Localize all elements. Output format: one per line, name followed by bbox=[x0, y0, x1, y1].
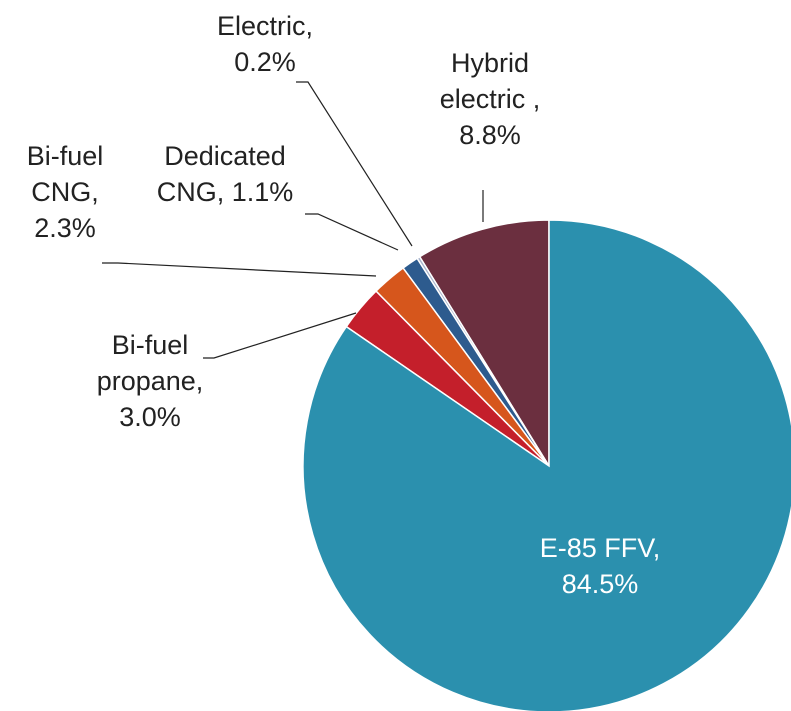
label: E-85 FFV, 84.5% bbox=[520, 530, 680, 602]
leader-line bbox=[203, 312, 357, 359]
leader-line bbox=[102, 262, 377, 277]
label: Bi-fuel propane, 3.0% bbox=[70, 327, 230, 435]
value-label: 84.5% bbox=[561, 569, 639, 599]
value-label: 2.3% bbox=[34, 213, 96, 243]
value-label: 3.0% bbox=[119, 402, 181, 432]
label: Dedicated CNG, 1.1% bbox=[140, 138, 310, 210]
label: Electric, 0.2% bbox=[190, 8, 340, 80]
pie-slice bbox=[418, 219, 550, 469]
value-label: 8.8% bbox=[459, 120, 521, 150]
leader-line bbox=[296, 81, 413, 247]
category-label: Bi-fuel propane, bbox=[96, 330, 204, 396]
category-label: Electric, bbox=[216, 11, 314, 41]
leader-line bbox=[305, 213, 399, 251]
pie-slice bbox=[302, 219, 791, 711]
category-label: Dedicated CNG, bbox=[156, 141, 286, 207]
leader-lines bbox=[102, 81, 484, 359]
label: Hybrid electric , 8.8% bbox=[405, 45, 575, 153]
category-label: Bi-fuel CNG, bbox=[26, 141, 104, 207]
label: Bi-fuel CNG, 2.3% bbox=[5, 138, 125, 246]
value-label: 0.2% bbox=[234, 47, 296, 77]
category-label: Hybrid electric , bbox=[439, 48, 541, 114]
category-label: E-85 FFV, bbox=[539, 533, 661, 563]
value-label: 1.1% bbox=[231, 177, 294, 207]
